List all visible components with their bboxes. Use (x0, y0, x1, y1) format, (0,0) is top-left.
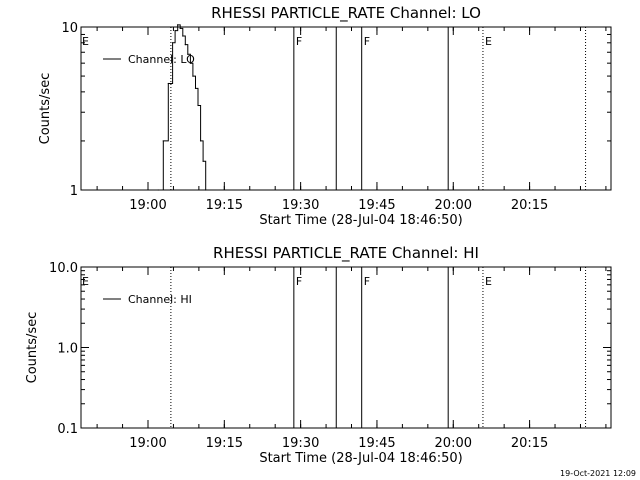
lo-x-tick-label: 19:30 (282, 198, 319, 213)
lo-y-tick-label: 10 (61, 21, 78, 36)
lo-data-point (171, 42, 174, 44)
hi-x-tick-label: 19:00 (129, 436, 166, 451)
lo-data-point (194, 87, 197, 90)
lo-chart-title: RHESSI PARTICLE_RATE Channel: LO (211, 4, 481, 23)
lo-data-point (167, 82, 169, 85)
hi-chart-title: RHESSI PARTICLE_RATE Channel: HI (213, 244, 479, 263)
lo-x-tick-label: 20:00 (435, 198, 472, 213)
lo-y-tick-label: 1 (70, 184, 78, 199)
hi-event-label: E (485, 275, 492, 288)
hi-y-axis-label: Counts/sec (25, 312, 40, 384)
hi-legend-label: Channel: HI (128, 293, 192, 306)
lo-x-tick-label: 19:45 (358, 198, 395, 213)
hi-x-tick-label: 19:45 (358, 436, 395, 451)
lo-data-point (177, 24, 179, 26)
lo-x-tick-label: 19:15 (206, 198, 243, 213)
lo-data-point (187, 53, 189, 55)
lo-data-point (174, 30, 176, 32)
hi-x-tick-label: 19:30 (282, 436, 319, 451)
lo-channel-panel: RHESSI PARTICLE_RATE Channel: LO 19:00 19:… (38, 4, 612, 228)
lo-legend-label: Channel: LO (128, 53, 195, 66)
lo-y-axis-label: Counts/sec (38, 73, 53, 145)
lo-x-axis-label: Start Time (28-Jul-04 18:46:50) (259, 213, 462, 228)
lo-data-point (205, 189, 207, 191)
lo-data-point (202, 160, 204, 162)
hi-corner-label: E (82, 275, 89, 288)
hi-channel-panel: RHESSI PARTICLE_RATE Channel: HI 19:00 19:… (25, 244, 612, 466)
lo-corner-label: E (82, 35, 89, 48)
lo-data-point (179, 27, 181, 30)
lo-data-point (192, 75, 194, 77)
hi-event-label: F (296, 275, 302, 288)
hi-x-tick-label: 20:15 (511, 436, 548, 451)
lo-data-point (189, 62, 191, 64)
footer-timestamp: 19-Oct-2021 12:09 (560, 469, 636, 478)
lo-data-point (162, 140, 164, 142)
lo-event-label: E (485, 35, 492, 48)
hi-x-tick-label: 20:00 (435, 436, 472, 451)
lo-data-point (199, 140, 202, 142)
hi-y-tick-label: 0.1 (57, 422, 78, 437)
lo-data-point (184, 43, 186, 46)
lo-event-label: F (296, 35, 302, 48)
hi-y-tick-label: 10.0 (49, 261, 78, 276)
lo-data-point (157, 189, 159, 191)
hi-y-tick-label: 1.0 (57, 342, 78, 357)
hi-event-label: F (364, 275, 370, 288)
hi-x-axis-label: Start Time (28-Jul-04 18:46:50) (259, 451, 462, 466)
lo-event-label: F (364, 35, 370, 48)
lo-x-tick-label: 20:15 (511, 198, 548, 213)
lo-plot-frame (80, 26, 612, 191)
lo-x-tick-label: 19:00 (129, 198, 166, 213)
hi-x-tick-label: 19:15 (206, 436, 243, 451)
lo-data-point (182, 35, 184, 37)
lo-data-point (197, 104, 199, 107)
